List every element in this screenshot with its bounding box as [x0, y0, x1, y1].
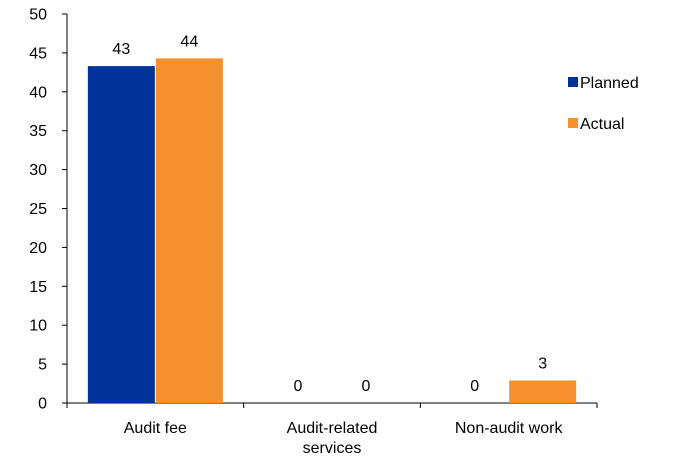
- data-label-actual-1: 0: [362, 378, 371, 395]
- bar-labels: 43 0 0 44 0 3: [112, 33, 547, 395]
- x-category-label: Audit fee: [124, 420, 187, 437]
- x-category-label: Audit-related services: [287, 420, 378, 457]
- x-category-label: Non-audit work: [455, 420, 564, 437]
- legend-swatch-actual: [568, 118, 578, 128]
- legend-swatch-planned: [568, 77, 578, 87]
- y-tick-label: 35: [29, 123, 47, 140]
- x-category-label-line: Audit fee: [124, 420, 187, 437]
- bars: [87, 58, 577, 403]
- x-category-label-line: Audit-related: [287, 420, 378, 437]
- data-label-planned-0: 43: [112, 41, 130, 58]
- y-tick-label: 5: [38, 357, 47, 374]
- y-tick-label: 30: [29, 162, 47, 179]
- bar-actual-2: [509, 380, 577, 403]
- bar-actual-0: [155, 58, 223, 403]
- y-tick-label: 40: [29, 84, 47, 101]
- data-label-actual-0: 44: [180, 33, 198, 50]
- y-tick-label: 25: [29, 201, 47, 218]
- data-label-actual-2: 3: [538, 355, 547, 372]
- x-axis: Audit fee Audit-related services Non-audit …: [66, 402, 598, 457]
- x-category-label-line: Non-audit work: [455, 420, 564, 437]
- data-label-planned-2: 0: [470, 378, 479, 395]
- legend-label-actual: Actual: [580, 116, 624, 133]
- y-tick-label: 15: [29, 279, 47, 296]
- y-tick-label: 10: [29, 318, 47, 335]
- y-tick-label: 0: [38, 396, 47, 413]
- x-category-label-line: services: [303, 440, 362, 457]
- legend: Planned Actual: [568, 75, 639, 133]
- y-axis: 0 5 10 15 20 25 30 35 40 45 50: [29, 7, 68, 413]
- y-tick-label: 45: [29, 45, 47, 62]
- y-tick-label: 20: [29, 240, 47, 257]
- data-label-planned-1: 0: [294, 378, 303, 395]
- y-tick-label: 50: [29, 7, 47, 24]
- bar-planned-0: [87, 66, 155, 403]
- legend-label-planned: Planned: [580, 75, 639, 92]
